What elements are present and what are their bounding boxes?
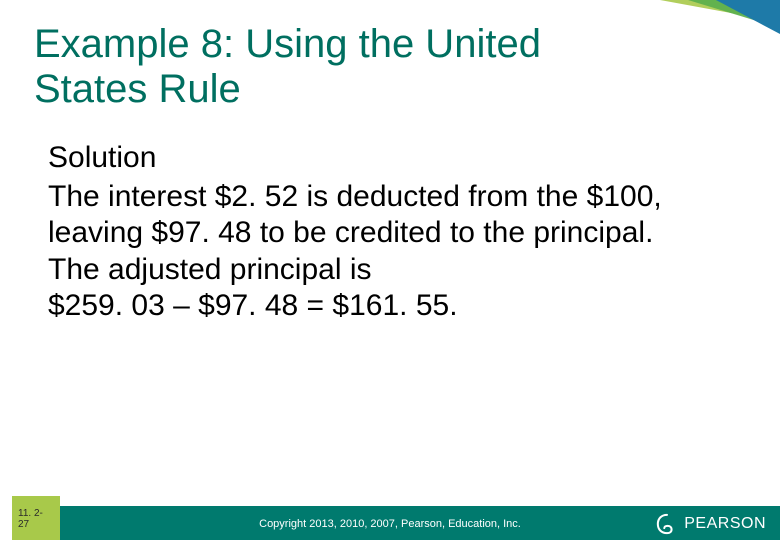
- brand-text: PEARSON: [684, 515, 766, 533]
- brand-swirl-icon: [656, 513, 678, 535]
- slide-footer: 11. 2- 27 Copyright 2013, 2010, 2007, Pe…: [0, 496, 780, 540]
- slide-title: Example 8: Using the United States Rule: [34, 22, 660, 112]
- body-line-3: $259. 03 – $97. 48 = $161. 55.: [48, 288, 732, 325]
- corner-accent: [640, 0, 780, 44]
- accent-triangle-blue: [716, 0, 780, 34]
- body-line-1: The interest $2. 52 is deducted from the…: [48, 179, 732, 252]
- body-heading: Solution: [48, 140, 732, 177]
- body-line-2: The adjusted principal is: [48, 252, 732, 289]
- slide-body: Solution The interest $2. 52 is deducted…: [48, 140, 732, 325]
- brand: PEARSON: [656, 513, 766, 535]
- slide: Example 8: Using the United States Rule …: [0, 0, 780, 540]
